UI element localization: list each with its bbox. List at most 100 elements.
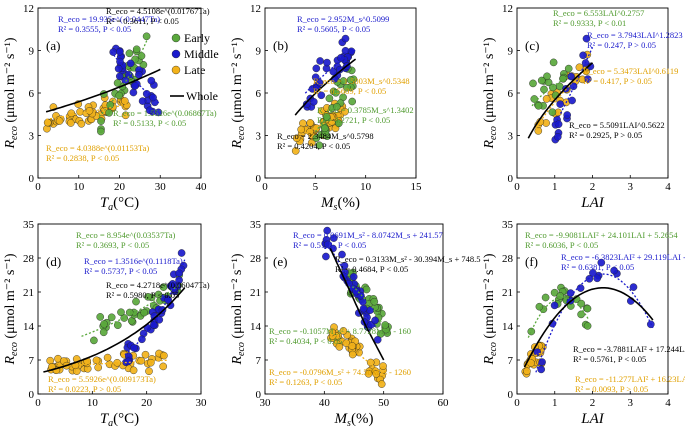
data-point-middle (567, 72, 575, 81)
data-point-late (297, 125, 306, 134)
data-point-late (341, 107, 349, 116)
x-tick-label: 4 (665, 397, 671, 409)
data-point-early (99, 328, 108, 337)
data-point-early (142, 32, 151, 41)
y-tick-label: 35 (502, 219, 514, 231)
fit-equation: R² = 0.0223, P > 0.05 (48, 384, 121, 394)
data-point-middle (145, 106, 154, 115)
fit-line-early (98, 37, 149, 117)
y-tick-label: 0 (256, 389, 262, 401)
fit-equation: R² = 0.3693, P < 0.05 (76, 240, 149, 250)
fit-equation: R_eco = 4.5108e^(0.01767Ta) (106, 6, 210, 16)
data-point-middle (582, 34, 591, 43)
data-point-early (543, 72, 551, 81)
data-point-early (320, 124, 329, 133)
fit-equation: R² = 0.0093, P > 0.05 (575, 384, 648, 394)
fit-line-whole (523, 287, 654, 368)
x-tick-label: 50 (378, 397, 390, 409)
legend: Early Middle Late Whole (170, 31, 219, 103)
y-tick-label: 14 (250, 321, 262, 333)
data-point-middle (323, 58, 331, 67)
x-tick-label: 10 (87, 397, 99, 409)
data-point-late (145, 367, 153, 376)
y-axis-label: Reco (μmol m⁻² s⁻¹) (230, 253, 247, 365)
fit-equation: R_eco = -0.0796M_s² + 74.50M_s - 1260 (269, 367, 411, 377)
data-point-middle (568, 96, 576, 105)
data-point-early (577, 310, 585, 319)
data-point-middle (371, 316, 379, 325)
data-point-middle (116, 72, 124, 81)
x-tick-label: 0 (514, 181, 520, 193)
x-tick-label: 4 (665, 181, 671, 193)
y-tick-label: 6 (256, 88, 262, 100)
y-tick-label: 7 (256, 355, 262, 367)
data-point-early (535, 302, 544, 311)
data-point-early (529, 79, 537, 88)
fit-equation: R_eco = 2.3484M_s^0.5798 (277, 131, 374, 141)
data-point-middle (576, 284, 585, 292)
fit-equation: R_eco = -9.9081LAI² + 24.101LAI + 5.2654 (525, 230, 678, 240)
panel-a: 0 10 20 30 40 0 3 6 9 12 Ta(°C) Reco (μmol m⁻² s⁻¹)… (3, 3, 217, 213)
data-point-late (103, 353, 112, 362)
data-point-middle (142, 90, 151, 98)
fit-equation: R² = 0.3555, P < 0.05 (58, 24, 131, 34)
fit-equation: R_eco = 1.3516e^(0.1118Ta) (84, 256, 183, 266)
y-tick-label: 3 (29, 131, 35, 143)
x-tick-label: 15 (411, 181, 423, 193)
y-tick-label: 12 (250, 3, 261, 15)
panel-label: (c) (525, 38, 539, 53)
data-point-early (132, 45, 141, 54)
y-tick-label: 3 (508, 131, 514, 143)
fit-line-whole (329, 247, 385, 361)
data-point-early (534, 102, 543, 110)
data-point-early (114, 321, 122, 330)
fit-equation: R² = 0.5133, P < 0.05 (113, 118, 186, 128)
data-point-middle (131, 82, 139, 90)
data-point-middle (126, 59, 135, 68)
x-axis-label: LAI (580, 195, 605, 211)
data-point-late (306, 119, 315, 127)
panel-f: 0 1 2 3 4 0 7 14 21 28 35 LAI Reco (μmol m⁻² s⁻¹) (f)… (482, 219, 685, 427)
fit-line-early (81, 284, 180, 337)
data-point-middle (329, 234, 338, 242)
fit-equation: R_eco = 1.5003M_s^0.5348 (313, 76, 410, 86)
data-point-late (55, 117, 64, 125)
x-tick-label: 0 (514, 397, 520, 409)
data-point-late (379, 362, 387, 370)
data-point-late (575, 63, 584, 72)
x-tick-label: 30 (155, 181, 167, 193)
legend-label-early: Early (184, 31, 210, 45)
data-point-early (550, 288, 559, 297)
y-tick-label: 9 (508, 46, 514, 58)
legend-label-whole: Whole (186, 89, 218, 103)
data-point-middle (550, 301, 559, 310)
fit-equation: R_eco = 4.2718e^(0.06047Ta) (106, 280, 210, 290)
data-point-middle (341, 34, 350, 43)
y-axis-label: Reco (μmol m⁻² s⁻¹) (3, 253, 20, 365)
y-axis-label: Reco (μmol m⁻² s⁻¹) (230, 37, 247, 149)
legend-marker-middle (171, 49, 181, 59)
data-point-early (117, 308, 125, 317)
data-point-early (334, 119, 343, 128)
fit-equation: R² = 0.9333, P < 0.01 (553, 18, 626, 28)
data-point-late (92, 356, 101, 365)
data-point-late (335, 342, 344, 351)
x-tick-label: 30 (196, 397, 208, 409)
x-tick-label: 30 (260, 397, 272, 409)
data-point-late (43, 118, 52, 127)
data-point-middle (311, 73, 320, 82)
panel-label: (e) (273, 254, 287, 269)
panel-label: (f) (525, 254, 538, 269)
x-tick-label: 0 (262, 181, 268, 193)
data-point-middle (593, 274, 602, 283)
x-tick-label: 0 (35, 181, 41, 193)
x-tick-label: 3 (628, 397, 634, 409)
panel-e: 30 40 50 60 0 7 14 21 28 35 Ms(%) Reco (μmol m⁻² s⁻… (230, 219, 481, 429)
data-point-late (339, 327, 348, 335)
data-point-middle (537, 365, 546, 374)
fit-equation: R_eco = 2.952M_s^0.5099 (297, 14, 389, 24)
data-point-early (583, 304, 592, 313)
fit-equation: R² = 0.5131, P < 0.05 (293, 240, 366, 250)
y-tick-label: 0 (29, 173, 35, 185)
x-axis-label: LAI (580, 411, 605, 427)
